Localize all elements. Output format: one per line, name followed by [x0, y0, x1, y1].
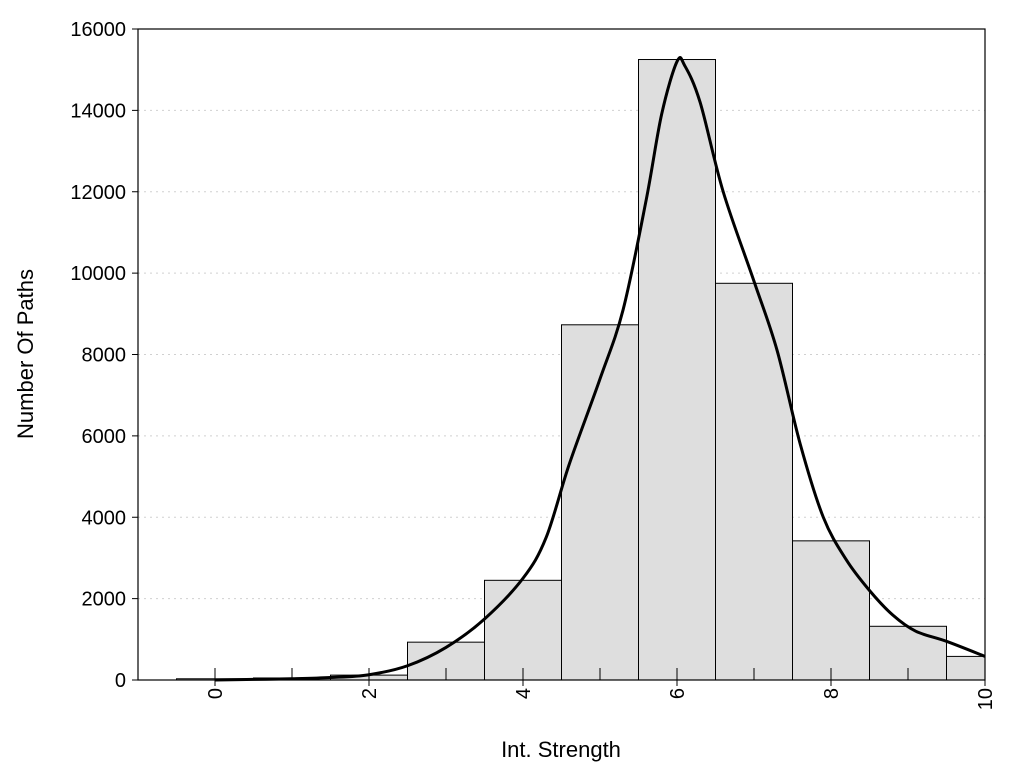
y-axis-ticks: 0 2000 4000 6000 8000 10000 12000 14000 16000: [70, 19, 138, 692]
y-tick-label: 16000: [70, 19, 126, 41]
histogram-bar: [638, 59, 716, 681]
histogram-bar: [946, 655, 986, 681]
y-tick-label: 2000: [82, 589, 127, 611]
density-curve: [214, 55, 986, 682]
x-tick-label: 10: [975, 688, 997, 710]
y-tick-label: 4000: [82, 507, 127, 529]
y-tick-label: 0: [115, 670, 126, 692]
bin-ticks: [214, 668, 909, 680]
y-tick-label: 10000: [70, 263, 126, 285]
histogram-bars: [176, 59, 986, 681]
x-tick-label: 0: [205, 688, 227, 699]
y-axis-title: Number Of Paths: [13, 269, 38, 439]
histogram-bar: [715, 282, 793, 681]
y-tick-label: 8000: [82, 345, 127, 367]
y-tick-label: 6000: [82, 426, 127, 448]
x-tick-label: 4: [513, 688, 535, 699]
x-axis-title: Int. Strength: [501, 737, 621, 762]
histogram-bar: [484, 579, 562, 681]
x-axis-ticks: 0 2 4 6 8 10: [205, 680, 997, 710]
histogram-bar: [792, 540, 870, 681]
y-tick-label: 12000: [70, 182, 126, 204]
y-tick-label: 14000: [70, 100, 126, 122]
x-tick-label: 2: [359, 688, 381, 699]
x-tick-label: 6: [667, 688, 689, 699]
x-tick-label: 8: [821, 688, 843, 699]
